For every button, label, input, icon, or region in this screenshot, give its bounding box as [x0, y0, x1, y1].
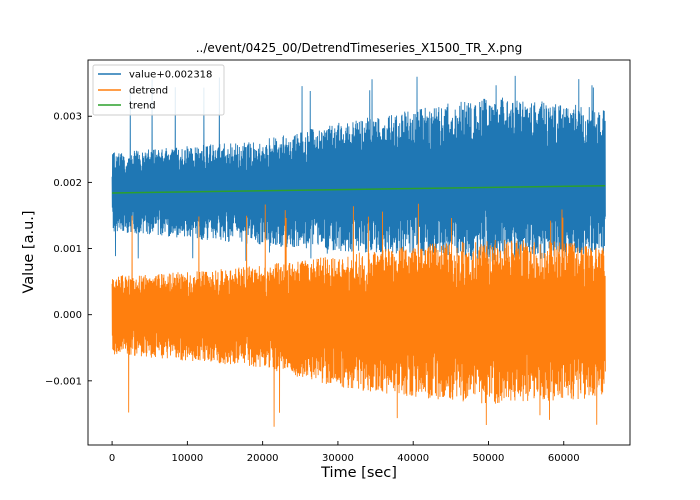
- y-tick-label: 0.002: [53, 178, 82, 189]
- x-axis-title: Time [sec]: [320, 465, 397, 481]
- y-tick-label: 0.000: [53, 310, 82, 321]
- x-tick-label: 60000: [548, 453, 580, 464]
- y-tick-label: 0.003: [53, 112, 82, 123]
- legend-label-value: value+0.002318: [129, 70, 212, 81]
- chart-title: ../event/0425_00/DetrendTimeseries_X1500…: [196, 41, 523, 55]
- x-tick-label: 0: [109, 453, 115, 464]
- y-tick-label: 0.001: [53, 244, 82, 255]
- x-axis: 0 10000 20000 30000 40000 50000 60000: [109, 441, 580, 464]
- y-axis-title: Value [a.u.]: [21, 210, 37, 293]
- x-tick-label: 40000: [397, 453, 429, 464]
- x-tick-label: 30000: [322, 453, 354, 464]
- x-tick-label: 20000: [247, 453, 279, 464]
- y-tick-label: −0.001: [45, 376, 82, 387]
- legend: value+0.002318 detrend trend: [93, 65, 224, 115]
- x-tick-label: 50000: [473, 453, 505, 464]
- legend-label-detrend: detrend: [129, 86, 168, 97]
- legend-label-trend: trend: [129, 101, 156, 112]
- y-axis: −0.001 0.000 0.001 0.002 0.003: [45, 112, 92, 388]
- plot-area: [112, 76, 605, 427]
- x-tick-label: 10000: [171, 453, 203, 464]
